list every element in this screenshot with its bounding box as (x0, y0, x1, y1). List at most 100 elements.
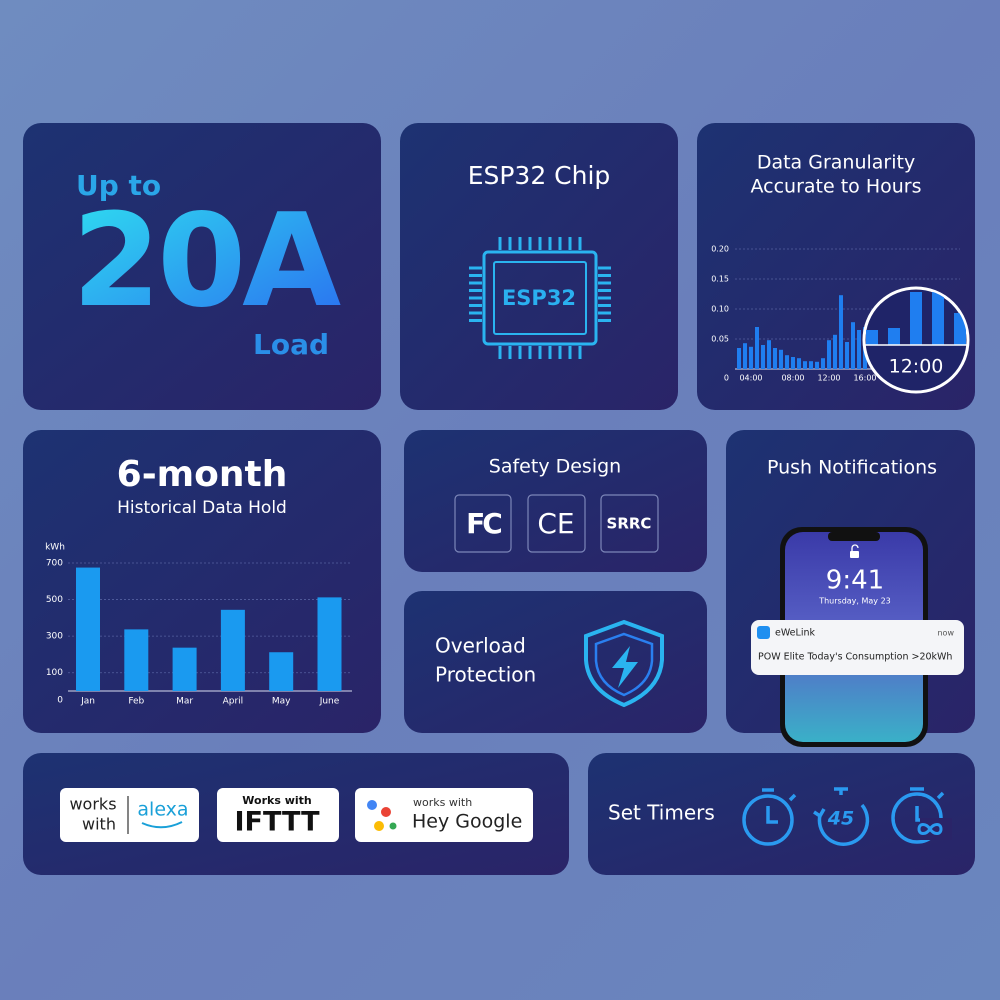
infinity-bg (920, 818, 952, 840)
card (588, 753, 975, 875)
chart-title: 6-month (117, 454, 288, 495)
lock-shackle (851, 544, 859, 551)
y-tick-label: 100 (46, 668, 63, 678)
timer-hands (762, 788, 797, 824)
google-dot (374, 821, 384, 831)
google-badge (355, 788, 533, 842)
lock-icon (850, 551, 859, 558)
cert-box (454, 494, 512, 553)
bar (797, 358, 801, 369)
bar (839, 295, 843, 369)
overload-title-line: Protection (435, 663, 536, 687)
cert-srrc: SRRC (607, 515, 652, 533)
google-dot (389, 822, 397, 830)
bar (845, 342, 849, 369)
chart-subtitle: Accurate to Hours (750, 176, 921, 198)
card (404, 430, 707, 572)
bar (755, 327, 759, 369)
x-tick-label: June (319, 697, 340, 707)
bar (803, 361, 807, 369)
magnified-bar (954, 313, 966, 345)
timer-icon (742, 794, 794, 846)
magnifier-content (865, 292, 967, 346)
magnified-bar (866, 330, 878, 345)
chip-core (493, 261, 587, 335)
bar (809, 361, 813, 369)
alexa-lead: works (69, 795, 116, 814)
x-tick-label: Jan (80, 697, 95, 707)
bar (833, 334, 837, 369)
bar (785, 355, 789, 369)
x-tick-label: 08:00 (781, 374, 804, 383)
bar (737, 348, 741, 369)
y-tick-label: 0.20 (711, 245, 729, 254)
google-brand: Hey Google (412, 811, 522, 833)
bar (761, 345, 765, 369)
magnified-bar (888, 328, 900, 345)
load-prefix: Up to (76, 169, 161, 202)
bar (749, 346, 753, 369)
phone-date: Thursday, May 23 (818, 597, 891, 606)
card (400, 123, 678, 410)
countdown-detail (813, 787, 848, 819)
x-tick-label: May (272, 697, 291, 707)
y-axis-label: kWh (45, 543, 65, 553)
countdown-icon (817, 803, 870, 846)
ifttt-lead: Works with (242, 794, 311, 807)
card (23, 123, 381, 410)
x-tick-label: 04:00 (739, 374, 762, 383)
alexa-lead: with (82, 815, 116, 834)
google-dot (367, 800, 377, 810)
ifttt-badge (217, 788, 339, 842)
bar (791, 357, 795, 369)
safety-title: Safety Design (489, 456, 621, 478)
chip-label: ESP32 (502, 286, 576, 310)
cert-fc: FC (466, 507, 501, 540)
google-dot (381, 807, 391, 817)
phone-notch (828, 532, 880, 541)
bar (317, 597, 342, 691)
notification-message: POW Elite Today's Consumption >20kWh (758, 652, 952, 663)
y-tick-label: 0 (57, 696, 63, 706)
load-suffix: Load (253, 328, 329, 361)
bar (76, 567, 100, 691)
bar (743, 343, 747, 369)
y-tick-label: 700 (46, 559, 63, 569)
alexa-smile (141, 821, 183, 829)
bar (815, 361, 819, 369)
magnified-bar (932, 292, 944, 345)
y-tick-label: 0 (724, 374, 729, 383)
y-tick-label: 0.15 (711, 275, 729, 284)
bar (220, 609, 245, 691)
bar (779, 349, 783, 369)
notification-app: eWeLink (775, 628, 815, 639)
chip-body (482, 250, 598, 346)
y-tick-label: 0.05 (711, 335, 729, 344)
ifttt-brand: IFTTT (235, 807, 321, 838)
app-icon (757, 626, 770, 639)
x-tick-label: April (223, 697, 244, 707)
cert-ce: CE (537, 507, 574, 540)
bar (827, 340, 831, 369)
bar (821, 358, 825, 369)
alexa-badge (60, 788, 199, 842)
notification-title: Push Notifications (767, 457, 937, 479)
timer-title: Set Timers (608, 801, 715, 825)
shield-inner (594, 632, 654, 697)
cert-box (600, 494, 659, 553)
chip-title: ESP32 Chip (468, 161, 611, 190)
y-tick-label: 500 (46, 595, 63, 605)
bar (172, 647, 197, 691)
google-lead: works with (413, 796, 472, 809)
phone-time: 9:41 (826, 566, 884, 596)
y-tick-label: 0.10 (711, 305, 729, 314)
x-tick-label: 12:00 (817, 374, 840, 383)
bar (269, 652, 294, 691)
bar (124, 629, 149, 691)
y-tick-label: 300 (46, 632, 63, 642)
notification-time: now (937, 629, 954, 638)
countdown-number: 45 (827, 808, 854, 830)
